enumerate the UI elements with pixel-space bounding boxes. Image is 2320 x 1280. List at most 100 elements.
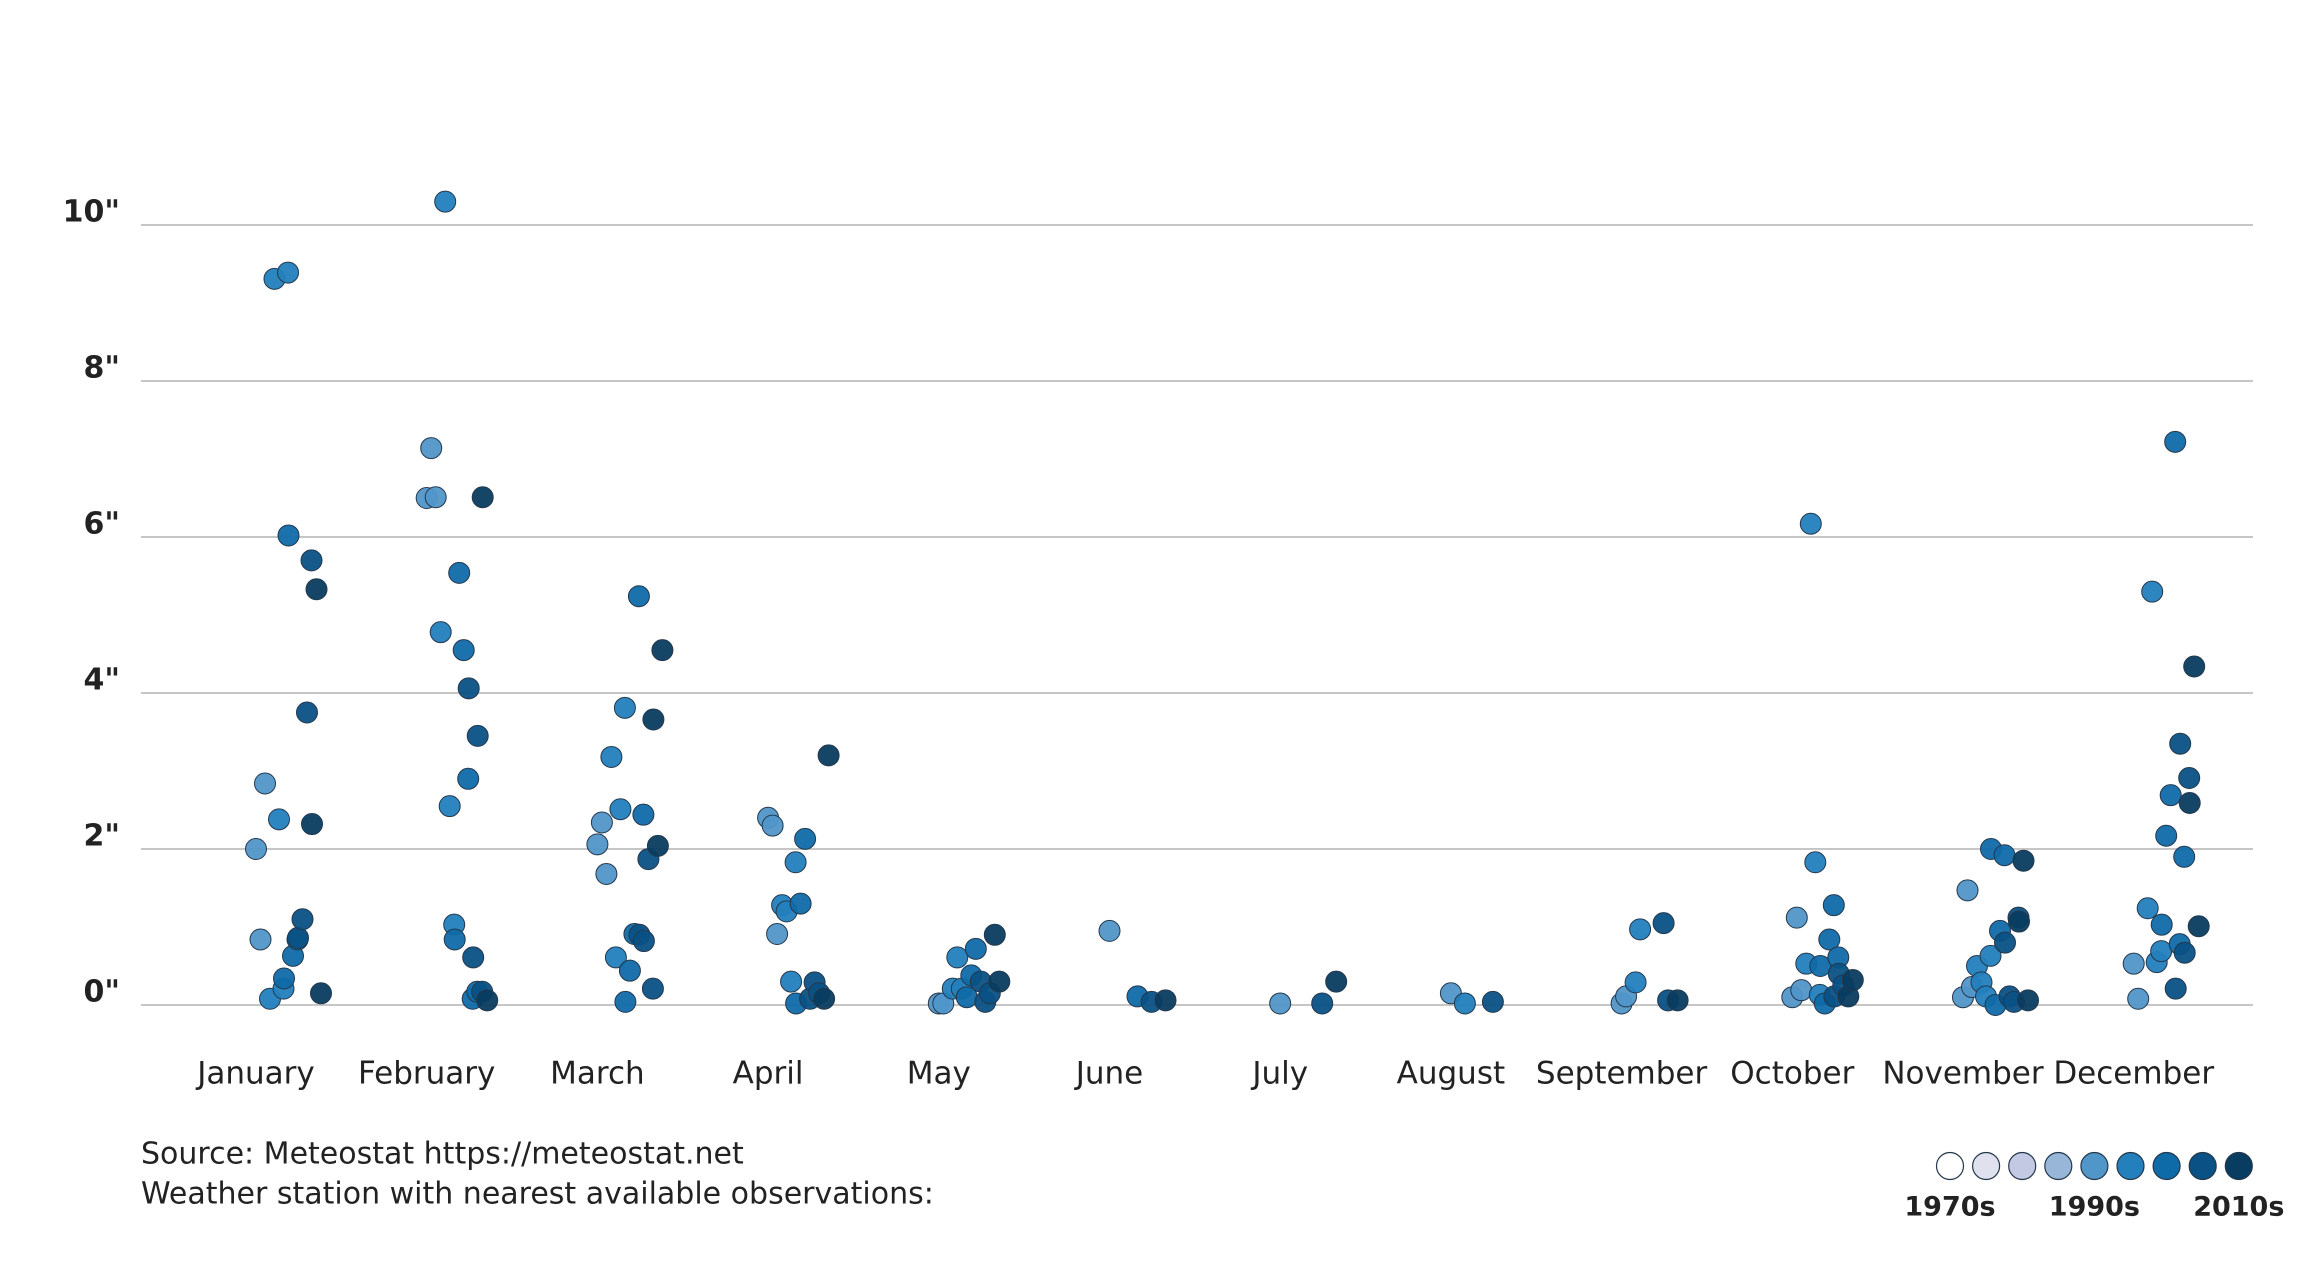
data-point	[2008, 910, 2030, 933]
data-point	[761, 814, 784, 837]
y-tick-label: 2"	[83, 819, 120, 854]
data-point	[1325, 970, 1348, 993]
x-tick-label: January	[195, 1056, 315, 1092]
data-point	[277, 261, 299, 284]
data-point	[1666, 989, 1689, 1012]
legend-label: 1970s	[1904, 1192, 1995, 1223]
data-point	[614, 990, 637, 1013]
data-point	[1809, 955, 1832, 977]
data-point	[2150, 913, 2173, 936]
data-point	[1311, 992, 1334, 1015]
data-point	[632, 930, 655, 953]
data-point	[424, 486, 447, 509]
data-point	[627, 585, 650, 608]
data-point	[1994, 931, 2016, 954]
data-point	[462, 946, 485, 969]
data-point	[254, 772, 276, 795]
legend-label: 2010s	[2193, 1192, 2284, 1223]
data-point	[794, 827, 817, 850]
data-point	[946, 946, 969, 969]
data-point	[590, 811, 613, 834]
data-point	[2017, 989, 2039, 1012]
data-point	[2164, 977, 2187, 1000]
legend-swatch	[1935, 1151, 1965, 1181]
legend-label: 1990s	[2049, 1192, 2140, 1223]
x-tick-label: December	[2053, 1056, 2214, 1092]
legend-swatch	[2044, 1151, 2073, 1181]
data-point	[457, 677, 480, 700]
data-point	[268, 808, 290, 831]
y-tick-label: 8"	[83, 351, 120, 386]
data-point	[2127, 987, 2150, 1010]
legend-swatch	[2188, 1151, 2217, 1181]
data-point	[2150, 940, 2173, 963]
data-point	[988, 970, 1011, 993]
data-point	[2169, 732, 2192, 755]
x-tick-label: October	[1730, 1056, 1854, 1092]
data-point	[300, 549, 323, 572]
data-point	[780, 970, 803, 993]
data-point	[766, 923, 789, 946]
x-tick-label: April	[733, 1056, 804, 1092]
data-point	[310, 982, 332, 1005]
y-tick-label: 4"	[83, 663, 120, 698]
data-point	[1453, 992, 1476, 1015]
data-point	[305, 578, 328, 601]
x-tick-label: March	[550, 1056, 645, 1092]
x-tick-label: June	[1074, 1056, 1144, 1092]
data-point	[1956, 879, 1979, 902]
data-point	[586, 833, 609, 856]
y-tick-label: 10"	[63, 195, 120, 230]
data-point	[443, 928, 466, 951]
data-point	[1269, 992, 1292, 1015]
data-point	[301, 813, 323, 836]
source-note: Source: Meteostat https://meteostat.net	[141, 1137, 744, 1172]
legend-swatch	[2224, 1151, 2253, 1181]
legend-swatch	[2008, 1151, 2037, 1181]
data-point	[2122, 952, 2145, 975]
data-point	[632, 803, 655, 826]
legend-swatch	[2080, 1151, 2109, 1181]
data-point	[1979, 944, 2002, 967]
data-point	[466, 724, 489, 747]
y-tick-label: 0"	[83, 975, 120, 1010]
x-tick-label: August	[1397, 1056, 1506, 1092]
data-point	[2187, 915, 2210, 938]
x-tick-label: July	[1250, 1056, 1308, 1092]
data-point	[438, 795, 461, 818]
data-point	[2173, 845, 2196, 868]
data-point	[2178, 791, 2201, 814]
data-point	[817, 744, 840, 767]
legend-swatch	[2116, 1151, 2145, 1181]
data-point	[1624, 971, 1647, 994]
data-point	[2164, 430, 2187, 453]
data-point	[1804, 851, 1827, 874]
data-point	[457, 767, 480, 790]
data-point	[2141, 580, 2164, 603]
data-point	[296, 701, 318, 724]
data-point	[1841, 969, 1864, 992]
data-point	[1629, 918, 1652, 941]
data-point	[651, 639, 674, 662]
data-point	[245, 838, 267, 860]
data-point	[1818, 928, 1841, 951]
data-point	[604, 946, 627, 969]
data-point	[1790, 979, 1813, 1002]
data-point	[642, 708, 665, 731]
legend-swatch	[1971, 1151, 2001, 1181]
data-point	[2173, 941, 2196, 964]
data-point	[1481, 990, 1504, 1013]
data-point	[287, 926, 309, 949]
data-point	[784, 851, 807, 874]
data-point	[1154, 989, 1177, 1012]
data-point	[476, 989, 499, 1012]
x-tick-label: September	[1536, 1056, 1708, 1092]
data-point	[273, 967, 295, 990]
data-point	[1799, 512, 1822, 535]
data-point	[1993, 844, 2016, 867]
data-point	[448, 561, 471, 584]
data-point	[964, 937, 987, 960]
data-point	[249, 928, 272, 951]
